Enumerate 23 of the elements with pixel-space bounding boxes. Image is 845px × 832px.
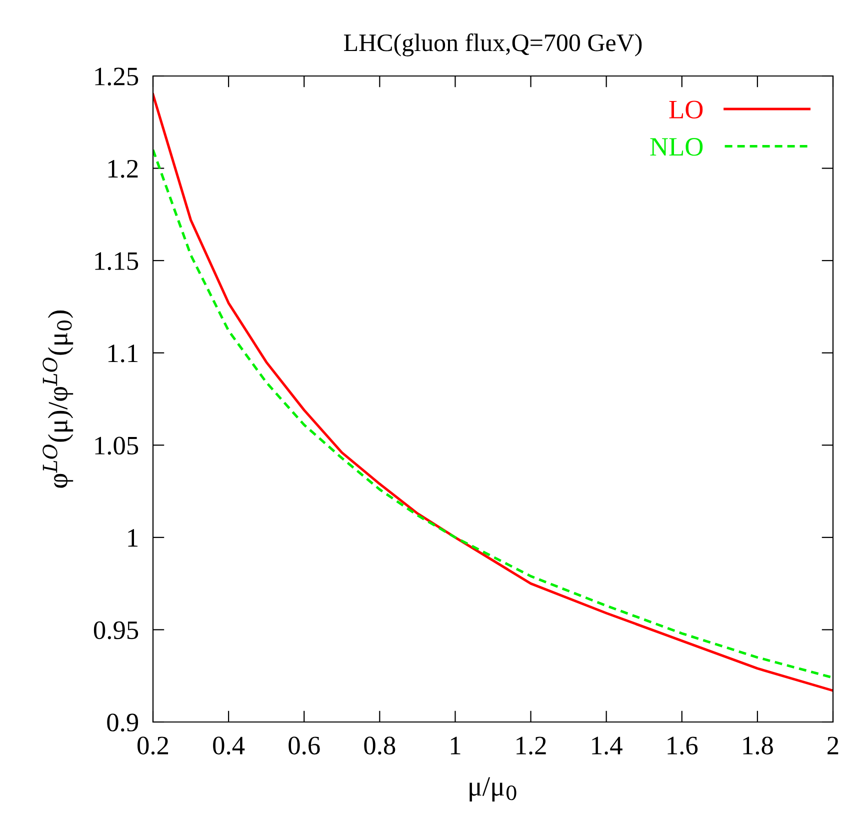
x-tick-label: 0.2 [138, 736, 168, 755]
x-tick-label: 1.2 [516, 736, 546, 755]
y-tick-label: 1 [128, 529, 138, 547]
x-tick-label: 1.4 [592, 736, 622, 755]
x-tick-label: 0.4 [213, 736, 245, 755]
x-tick-label: 1.6 [668, 736, 698, 755]
y-tick-label: 0.9 [107, 714, 138, 732]
y-axis-title: φ$^{LO}$(μ)/φ$^{LO}$(μ$_{0}$) [42, 310, 74, 488]
y-tick-label: 1.1 [108, 344, 138, 362]
y-tick-label: 1.25 [95, 68, 138, 86]
x-tick-label: 2 [828, 736, 838, 754]
y-tick-label: 1.2 [108, 160, 138, 178]
y-tick-label: 1.15 [95, 252, 138, 270]
legend-label: LO [669, 100, 703, 118]
x-tick-label: 1 [450, 736, 460, 754]
legend-label: NLO [650, 138, 703, 156]
x-axis-title: μ/μ$_{0}$ [470, 777, 516, 802]
y-tick-label: 0.95 [94, 621, 138, 640]
chart-title: LHC(gluon flux,Q=700 GeV) [344, 33, 642, 56]
x-tick-label: 0.6 [288, 736, 320, 755]
x-tick-label: 0.8 [364, 736, 396, 755]
x-tick-label: 1.8 [743, 736, 773, 755]
y-tick-label: 1.05 [95, 436, 138, 455]
